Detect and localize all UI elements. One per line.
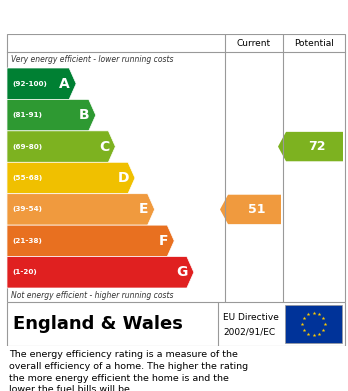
Text: (55-68): (55-68) [12, 175, 42, 181]
Text: Very energy efficient - lower running costs: Very energy efficient - lower running co… [11, 56, 174, 65]
Text: (92-100): (92-100) [12, 81, 47, 87]
Text: 72: 72 [308, 140, 326, 153]
Text: The energy efficiency rating is a measure of the
overall efficiency of a home. T: The energy efficiency rating is a measur… [9, 350, 248, 391]
Polygon shape [278, 132, 343, 161]
Text: (39-54): (39-54) [12, 206, 42, 212]
Text: Potential: Potential [294, 38, 334, 47]
Text: Current: Current [237, 38, 271, 47]
Text: (69-80): (69-80) [12, 143, 42, 150]
Polygon shape [7, 99, 96, 131]
Text: (1-20): (1-20) [12, 269, 37, 275]
Text: 2002/91/EC: 2002/91/EC [223, 327, 275, 336]
Text: A: A [60, 77, 70, 91]
Text: England & Wales: England & Wales [13, 315, 183, 333]
Text: 51: 51 [248, 203, 266, 216]
Text: (81-91): (81-91) [12, 112, 42, 118]
Text: EU Directive: EU Directive [223, 313, 279, 322]
Polygon shape [7, 68, 76, 99]
Text: D: D [118, 171, 129, 185]
Text: C: C [99, 140, 109, 154]
Text: E: E [139, 203, 149, 217]
Text: F: F [159, 234, 168, 248]
Polygon shape [7, 225, 174, 256]
Text: Not energy efficient - higher running costs: Not energy efficient - higher running co… [11, 291, 174, 300]
Polygon shape [7, 162, 135, 194]
Polygon shape [7, 194, 155, 225]
Text: G: G [176, 265, 188, 279]
Bar [285, 305, 342, 343]
Polygon shape [7, 131, 116, 162]
Text: (21-38): (21-38) [12, 238, 42, 244]
Polygon shape [220, 195, 281, 224]
Polygon shape [7, 256, 194, 288]
Text: B: B [79, 108, 90, 122]
Text: Energy Efficiency Rating: Energy Efficiency Rating [9, 9, 219, 25]
